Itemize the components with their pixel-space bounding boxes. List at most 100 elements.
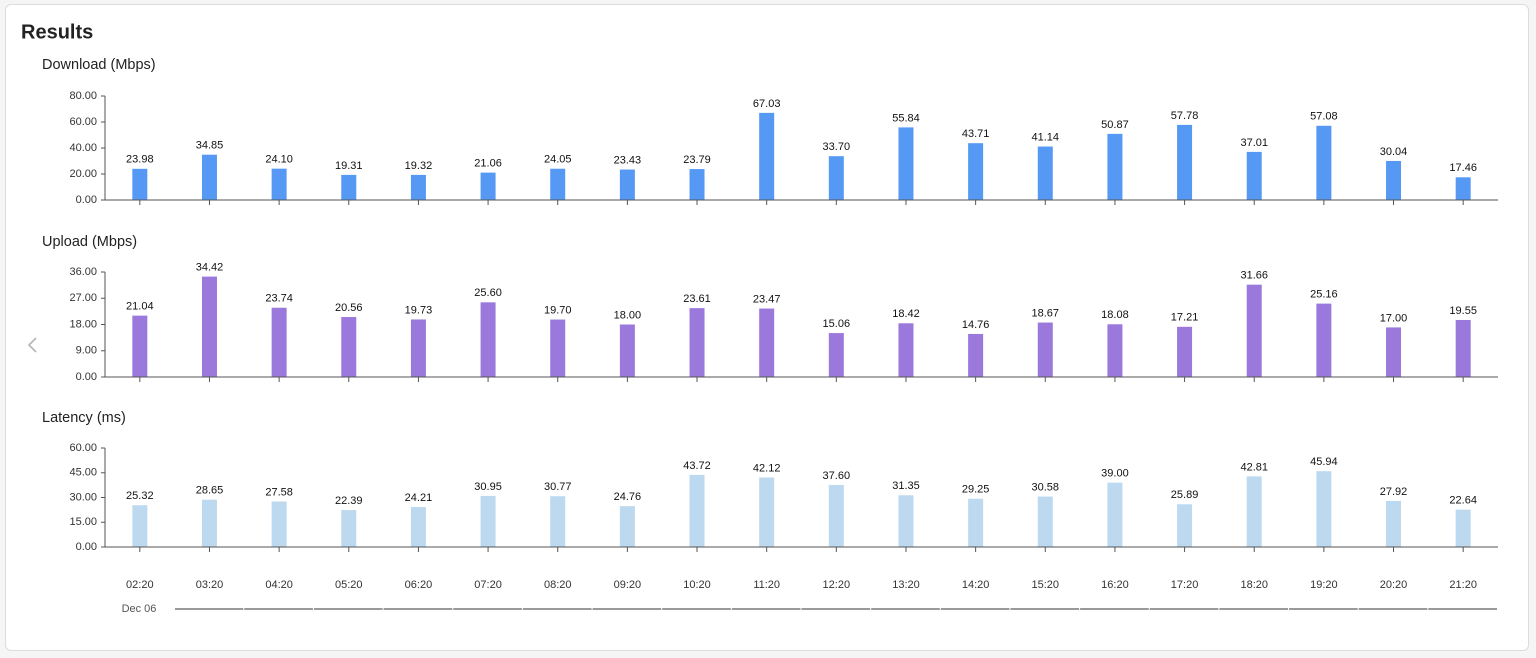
bar bbox=[1177, 326, 1193, 377]
y-tick-label: 0.00 bbox=[76, 371, 97, 383]
value-label: 17.21 bbox=[1171, 312, 1199, 324]
bar bbox=[898, 323, 914, 377]
value-label: 42.81 bbox=[1240, 461, 1268, 473]
bar bbox=[1386, 500, 1402, 547]
value-label: 25.32 bbox=[126, 490, 154, 502]
x-tick-label: 18:20 bbox=[1240, 579, 1268, 591]
bar bbox=[828, 333, 844, 377]
bar bbox=[271, 307, 287, 377]
bar bbox=[132, 168, 148, 200]
bar bbox=[759, 308, 775, 377]
date-label: Dec 06 bbox=[122, 603, 157, 615]
value-label: 19.32 bbox=[405, 160, 433, 172]
bar bbox=[1246, 476, 1262, 547]
value-label: 23.79 bbox=[683, 154, 711, 166]
bar bbox=[271, 501, 287, 547]
bar bbox=[1246, 284, 1262, 377]
bar bbox=[1316, 471, 1332, 547]
bar bbox=[968, 143, 984, 200]
y-tick-label: 0.00 bbox=[76, 541, 97, 553]
value-label: 57.08 bbox=[1310, 111, 1338, 123]
bar bbox=[201, 499, 217, 547]
value-label: 23.47 bbox=[753, 293, 781, 305]
y-tick-label: 60.00 bbox=[69, 116, 97, 128]
value-label: 30.58 bbox=[1032, 481, 1060, 493]
bar bbox=[410, 507, 426, 547]
value-label: 23.43 bbox=[614, 154, 642, 166]
value-label: 30.95 bbox=[474, 481, 502, 493]
bar bbox=[1177, 504, 1193, 547]
bar bbox=[759, 477, 775, 547]
bar bbox=[132, 315, 148, 377]
y-tick-label: 18.00 bbox=[69, 318, 97, 330]
x-tick-label: 15:20 bbox=[1032, 579, 1060, 591]
value-label: 28.65 bbox=[196, 485, 224, 497]
bar bbox=[410, 174, 426, 200]
value-label: 45.94 bbox=[1310, 456, 1338, 468]
bar bbox=[341, 174, 357, 200]
bar bbox=[341, 510, 357, 547]
x-tick-label: 02:20 bbox=[126, 579, 154, 591]
bar bbox=[1037, 146, 1053, 200]
bar bbox=[201, 276, 217, 377]
value-label: 19.31 bbox=[335, 160, 363, 172]
value-label: 43.71 bbox=[962, 128, 990, 140]
value-label: 19.70 bbox=[544, 304, 572, 316]
value-label: 27.92 bbox=[1380, 486, 1408, 498]
value-label: 41.14 bbox=[1032, 131, 1060, 143]
value-label: 24.76 bbox=[614, 491, 642, 503]
value-label: 23.98 bbox=[126, 154, 154, 166]
value-label: 37.01 bbox=[1240, 137, 1268, 149]
bar bbox=[1037, 322, 1053, 377]
x-tick-label: 13:20 bbox=[892, 579, 920, 591]
value-label: 37.60 bbox=[823, 470, 851, 482]
value-label: 23.74 bbox=[265, 293, 293, 305]
value-label: 23.61 bbox=[683, 293, 711, 305]
value-label: 20.56 bbox=[335, 302, 363, 314]
value-label: 18.67 bbox=[1032, 307, 1060, 319]
value-label: 17.00 bbox=[1380, 312, 1408, 324]
bar bbox=[271, 168, 287, 200]
y-tick-label: 9.00 bbox=[76, 345, 97, 357]
value-label: 15.06 bbox=[823, 318, 851, 330]
value-label: 18.08 bbox=[1101, 309, 1129, 321]
chart-title: Upload (Mbps) bbox=[42, 234, 137, 250]
value-label: 42.12 bbox=[753, 462, 781, 474]
bar bbox=[619, 506, 635, 547]
value-label: 57.78 bbox=[1171, 110, 1199, 122]
bar bbox=[1386, 160, 1402, 200]
chart-title: Latency (ms) bbox=[42, 410, 126, 426]
bar bbox=[1037, 496, 1053, 547]
value-label: 29.25 bbox=[962, 484, 990, 496]
bar bbox=[1107, 324, 1123, 377]
value-label: 21.06 bbox=[474, 158, 502, 170]
y-tick-label: 45.00 bbox=[69, 467, 97, 479]
y-tick-label: 40.00 bbox=[69, 142, 97, 154]
value-label: 34.42 bbox=[196, 262, 224, 274]
y-tick-label: 80.00 bbox=[69, 90, 97, 102]
value-label: 14.76 bbox=[962, 319, 990, 331]
previous-button[interactable] bbox=[27, 337, 37, 353]
value-label: 55.84 bbox=[892, 112, 920, 124]
bar bbox=[1107, 133, 1123, 200]
bar bbox=[550, 168, 566, 200]
y-tick-label: 0.00 bbox=[76, 194, 97, 206]
bar bbox=[689, 474, 705, 547]
bar bbox=[1316, 303, 1332, 377]
x-tick-label: 20:20 bbox=[1380, 579, 1408, 591]
y-tick-label: 60.00 bbox=[69, 442, 97, 454]
bar bbox=[619, 169, 635, 200]
value-label: 22.39 bbox=[335, 495, 363, 507]
value-label: 24.21 bbox=[405, 492, 433, 504]
value-label: 30.04 bbox=[1380, 146, 1408, 158]
bar bbox=[1246, 151, 1262, 200]
bar bbox=[201, 154, 217, 200]
value-label: 18.42 bbox=[892, 308, 920, 320]
page-title: Results bbox=[21, 21, 93, 43]
value-label: 34.85 bbox=[196, 140, 224, 152]
bar bbox=[828, 156, 844, 200]
x-tick-label: 14:20 bbox=[962, 579, 990, 591]
bar bbox=[1107, 482, 1123, 547]
